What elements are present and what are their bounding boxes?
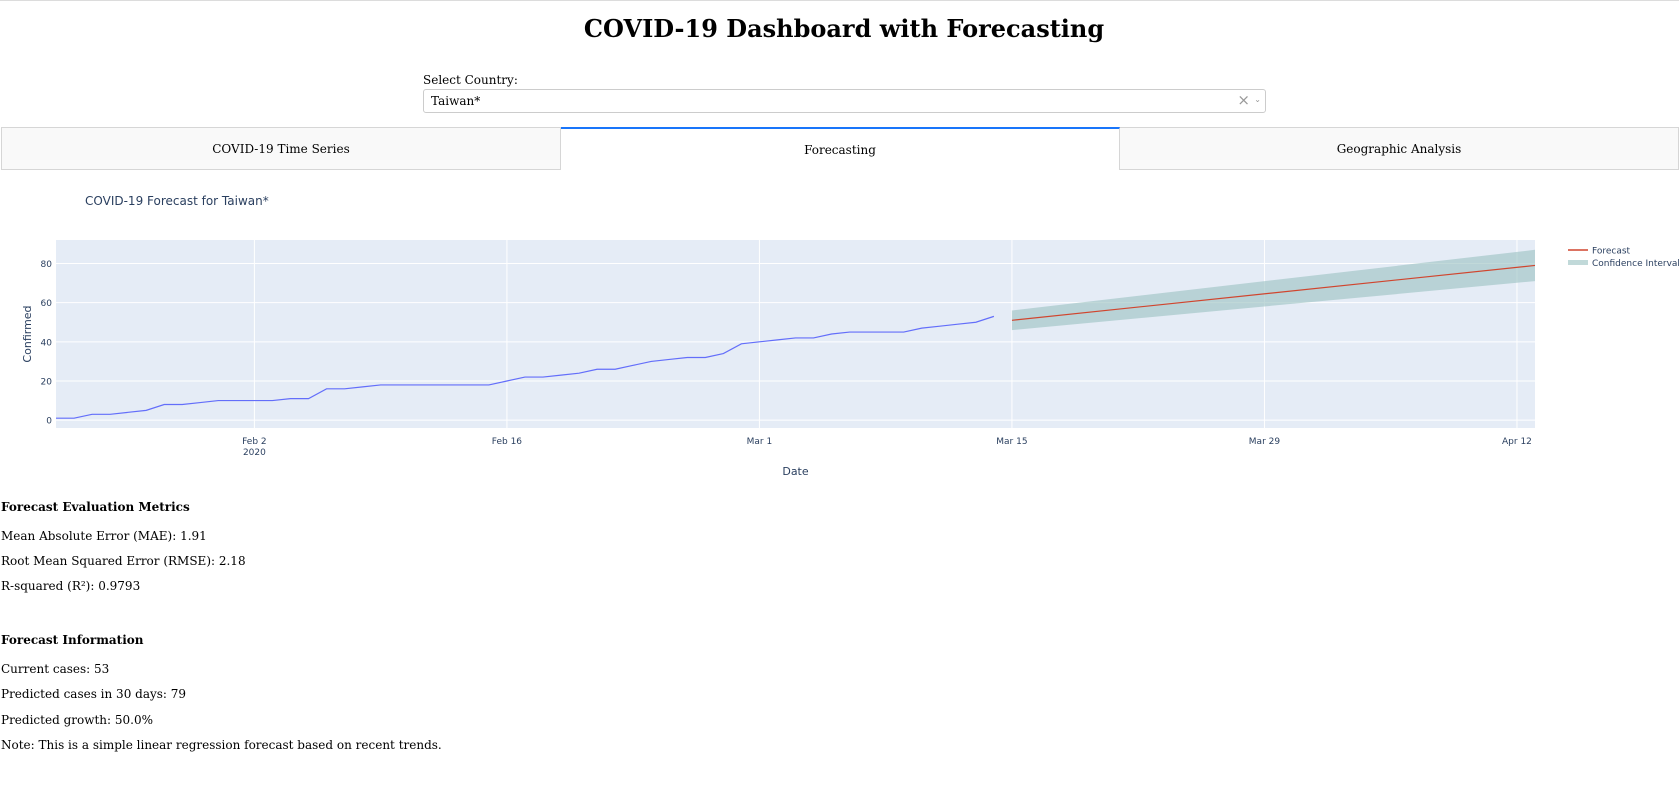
tab-bar: COVID-19 Time Series Forecasting Geograp… bbox=[1, 127, 1679, 170]
tab-geographic-analysis[interactable]: Geographic Analysis bbox=[1120, 127, 1679, 170]
forecast-note: Note: This is a simple linear regression… bbox=[1, 738, 442, 752]
plot-background bbox=[56, 240, 1535, 428]
x-tick-sublabel: 2020 bbox=[243, 448, 266, 458]
top-border bbox=[0, 0, 1679, 1]
y-tick-label: 40 bbox=[41, 338, 53, 348]
x-tick-label: Apr 12 bbox=[1502, 437, 1532, 447]
x-tick-label: Mar 29 bbox=[1249, 437, 1281, 447]
x-tick-label: Feb 16 bbox=[492, 437, 523, 447]
x-axis-title: Date bbox=[782, 465, 809, 478]
clear-icon[interactable]: × bbox=[1237, 91, 1250, 109]
y-tick-label: 60 bbox=[41, 299, 53, 309]
x-tick-label: Mar 1 bbox=[747, 437, 773, 447]
confidence-interval-band bbox=[1011, 249, 1535, 331]
tab-time-series[interactable]: COVID-19 Time Series bbox=[1, 127, 561, 170]
forecast-line bbox=[1011, 264, 1536, 321]
country-select-label: Select Country: bbox=[423, 73, 518, 87]
chevron-down-icon[interactable]: ⌄ bbox=[1254, 95, 1261, 104]
legend-ci-label: Confidence Interval bbox=[1592, 259, 1679, 269]
y-tick-label: 80 bbox=[41, 260, 53, 270]
current-cases-text: Current cases: 53 bbox=[1, 662, 110, 676]
history-line bbox=[56, 315, 995, 419]
legend-ci-swatch bbox=[1568, 260, 1588, 265]
x-tick-label: Mar 15 bbox=[996, 437, 1027, 447]
r2-text: R-squared (R²): 0.9793 bbox=[1, 579, 141, 593]
rmse-text: Root Mean Squared Error (RMSE): 2.18 bbox=[1, 554, 246, 568]
country-dropdown[interactable]: Taiwan* × ⌄ bbox=[423, 89, 1266, 113]
metrics-heading: Forecast Evaluation Metrics bbox=[1, 500, 190, 514]
y-tick-label: 20 bbox=[41, 378, 53, 388]
page-title: COVID-19 Dashboard with Forecasting bbox=[583, 14, 1105, 43]
legend-forecast-label: Forecast bbox=[1592, 247, 1631, 257]
y-tick-label: 0 bbox=[46, 417, 52, 427]
tab-forecasting[interactable]: Forecasting bbox=[561, 127, 1120, 170]
info-heading: Forecast Information bbox=[1, 633, 144, 647]
country-dropdown-value: Taiwan* bbox=[431, 94, 481, 108]
chart-title: COVID-19 Forecast for Taiwan* bbox=[85, 194, 269, 208]
y-axis-title: Confirmed bbox=[21, 305, 34, 362]
predicted-growth-text: Predicted growth: 50.0% bbox=[1, 713, 154, 727]
predicted-cases-text: Predicted cases in 30 days: 79 bbox=[1, 687, 187, 701]
mae-text: Mean Absolute Error (MAE): 1.91 bbox=[1, 529, 207, 543]
x-tick-label: Feb 2 bbox=[242, 437, 267, 447]
forecast-chart: COVID-19 Forecast for Taiwan* 0 20 40 60 80 Fe… bbox=[21, 194, 1679, 478]
country-selector: Select Country: Taiwan* × ⌄ bbox=[423, 73, 1266, 113]
